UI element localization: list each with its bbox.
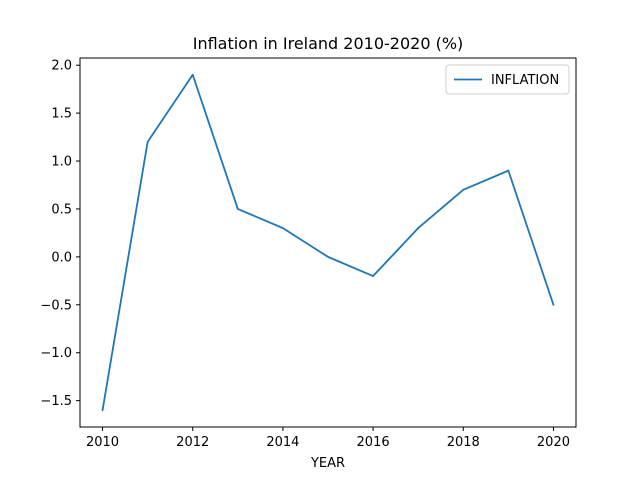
data-point	[236, 208, 239, 210]
axes-frame	[79, 57, 577, 428]
data-point	[552, 303, 555, 306]
y-tick-label: −1.5	[40, 394, 72, 409]
data-point	[462, 188, 465, 191]
y-tick-label: −0.5	[40, 298, 72, 313]
x-tick-label: 2010	[86, 435, 119, 450]
data-point	[507, 169, 510, 172]
y-tick-label: 0.5	[51, 202, 72, 217]
data-point	[327, 255, 329, 258]
data-point	[417, 227, 420, 230]
x-tick-label: 2018	[447, 435, 480, 450]
y-tick-label: 1.0	[51, 155, 72, 170]
legend-label: INFLATION	[491, 73, 559, 88]
data-point	[191, 73, 194, 76]
plot-area: 2010 2012 2014 2016 2018 2020 −1.5 −1.0 −0.5 0.0 0…	[40, 57, 577, 450]
x-axis-label: YEAR	[310, 456, 345, 471]
x-tick-label: 2020	[537, 435, 570, 450]
y-tick-label: 2.0	[51, 59, 72, 74]
y-tick-label: −1.0	[40, 346, 72, 361]
legend: INFLATION	[445, 64, 570, 95]
y-tick-label: 0.0	[51, 250, 72, 265]
data-point	[372, 275, 374, 277]
x-tick-label: 2014	[266, 435, 299, 450]
chart-title: Inflation in Ireland 2010-2020 (%)	[193, 34, 464, 53]
y-tick-label: 1.5	[51, 107, 72, 122]
data-point	[146, 140, 149, 143]
legend-box	[445, 64, 570, 95]
data-point	[101, 409, 104, 412]
x-tick-label: 2016	[357, 435, 390, 450]
x-tick-label: 2012	[176, 435, 209, 450]
data-point	[282, 227, 284, 230]
